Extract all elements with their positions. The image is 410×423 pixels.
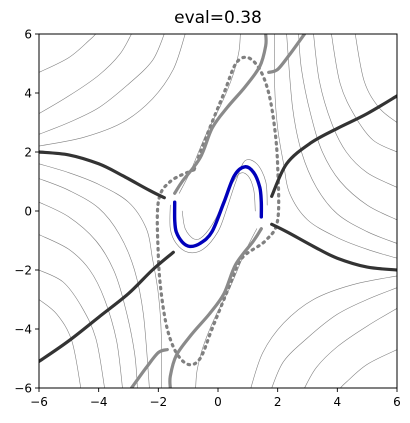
flow-line-29 [354,34,397,123]
y-axis-ticks: −6 −4 −2 0 2 4 6 [14,28,39,396]
y-tick-label: −4 [14,323,32,337]
x-tick-label: 0 [214,395,222,409]
separatrix-7 [168,227,263,388]
flow-line-17 [39,234,123,388]
flow-line-33 [169,159,268,254]
y-tick-label: −2 [14,264,32,278]
x-tick-label: 2 [274,395,282,409]
flow-line-12 [39,34,165,135]
flow-line-21 [304,308,397,388]
curve-layer [39,34,397,388]
separatrix-4 [270,94,397,198]
flow-line-13 [39,34,186,147]
flow-line-14 [39,163,162,388]
flow-line-10 [39,34,96,73]
separatrix-2 [39,150,166,200]
flow-line-15 [39,178,150,388]
flow-line-28 [331,34,397,153]
flow-line-18 [39,269,105,388]
y-tick-label: 6 [24,28,32,42]
separatrix-8 [129,348,169,388]
flow-line-27 [313,34,397,188]
x-tick-label: −2 [149,395,167,409]
flow-line-11 [39,34,132,114]
flow-line-25 [286,34,397,244]
separatrix-9 [267,34,307,74]
separatrix-5 [39,250,175,363]
separatrix-6 [173,34,268,195]
flow-line-23 [250,275,397,388]
y-tick-label: −6 [14,382,32,396]
flow-line-22 [271,287,397,388]
x-tick-label: 4 [334,395,342,409]
x-tick-label: −4 [90,395,108,409]
flow-line-26 [298,34,397,221]
flow-line-20 [340,349,397,388]
limit-cycle-0 [172,165,264,249]
flow-line-19 [39,299,82,388]
dotted-boundary-1 [155,55,281,367]
flow-line-16 [39,201,138,388]
x-tick-label: 6 [393,395,401,409]
x-tick-label: −6 [30,395,48,409]
flow-line-24 [274,34,397,259]
separatrix-3 [270,222,397,272]
y-tick-label: 0 [24,205,32,219]
chart-title: eval=0.38 [174,8,262,28]
y-tick-label: 2 [24,146,32,160]
y-tick-label: 4 [24,87,32,101]
plot-area [39,34,397,388]
x-axis-ticks: −6 −4 −2 0 2 4 6 [30,388,401,409]
